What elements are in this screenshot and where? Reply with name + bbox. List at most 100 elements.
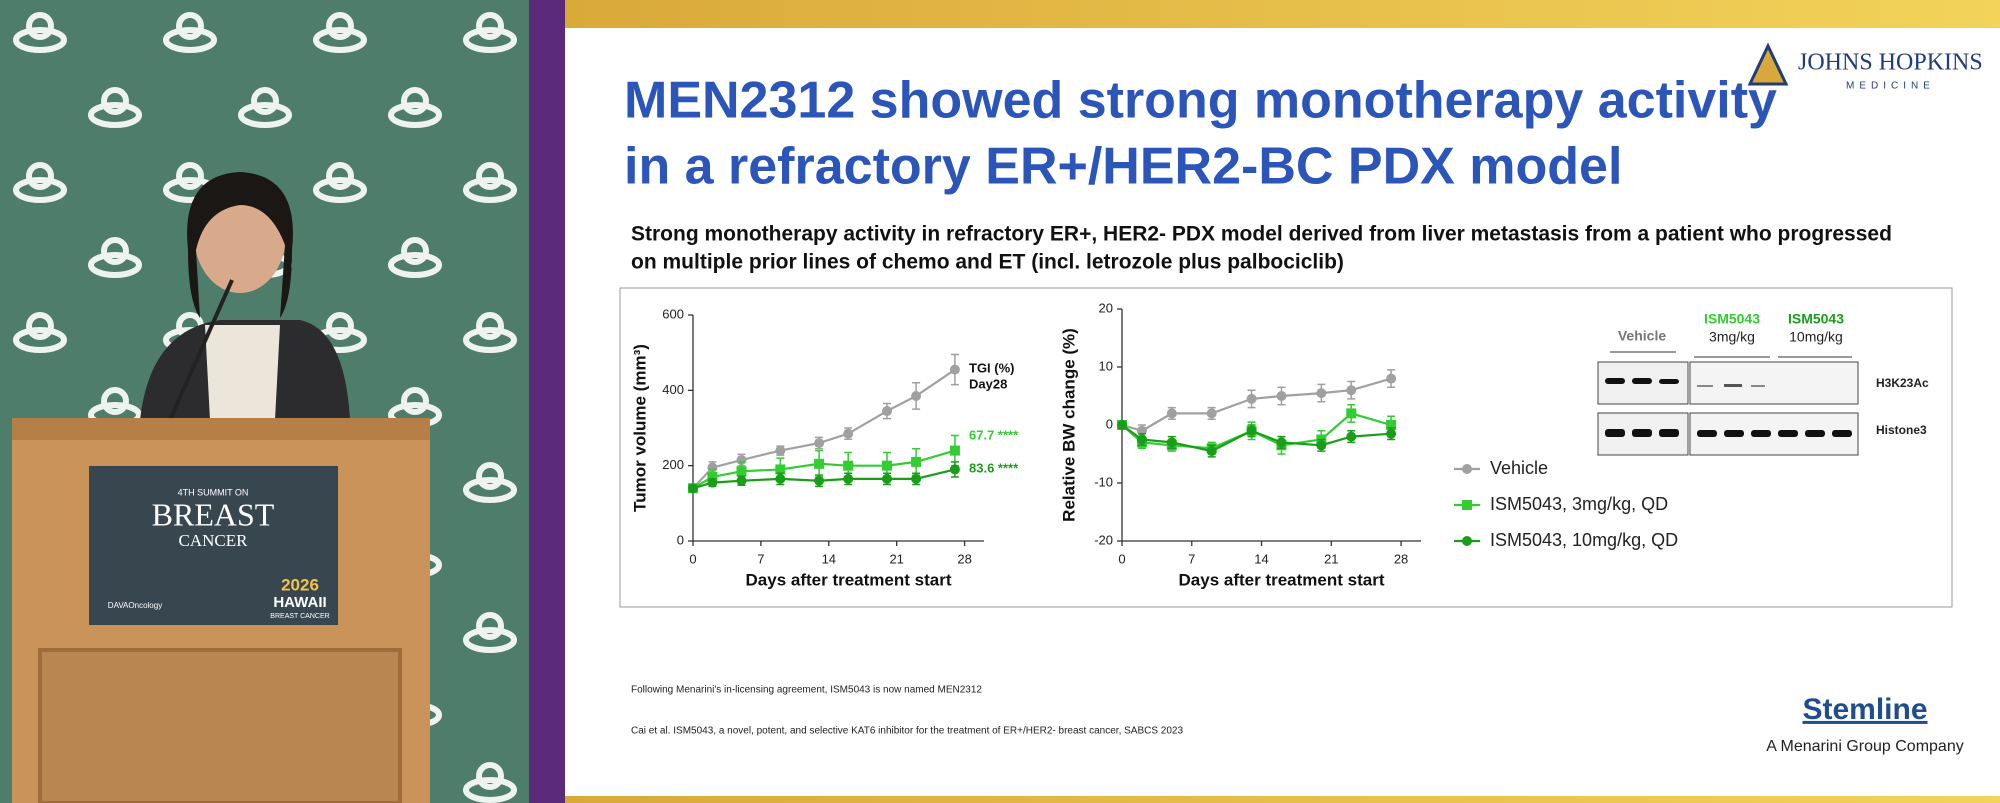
marker [1276,437,1287,448]
marker [775,464,786,475]
subtitle: on multiple prior lines of chemo and ET … [631,251,1344,274]
marker [1316,388,1327,399]
x-tick-label: 28 [957,551,971,566]
marker [911,456,922,467]
figure-frame [619,287,1953,608]
sign-line: 4TH SUMMIT ON [178,487,249,497]
sign-place-sub: BREAST CANCER [270,613,329,620]
annotation: Day28 [969,376,1007,391]
marker [1246,425,1257,436]
x-tick-label: 7 [1188,551,1195,566]
blot-group: ISM5043 [1704,311,1760,327]
slide-band [565,796,2000,803]
y-tick-label: 20 [1099,300,1113,315]
marker [1166,437,1177,448]
marker [707,477,718,488]
marker [911,473,922,484]
x-tick-label: 14 [1254,551,1268,566]
logo-sub: MEDICINE [1846,81,1935,92]
legend-label: ISM5043, 3mg/kg, QD [1490,494,1668,514]
title: in a refractory ER+/HER2-BC PDX model [624,138,1622,196]
sign-sponsor: DAVAOncology [108,601,162,610]
blot-row: Histone3 [1876,423,1927,437]
subtitle: Strong monotherapy activity in refractor… [631,223,1892,246]
sign-line: CANCER [179,531,249,550]
annotation: TGI (%) [969,360,1015,375]
marker [775,473,786,484]
marker [736,466,747,477]
x-tick-label: 14 [822,551,836,566]
marker [949,364,960,375]
y-tick-label: 10 [1099,358,1113,373]
footnote: Following Menarini's in-licensing agreem… [631,685,982,696]
title: MEN2312 showed strong monotherapy activi… [624,72,1777,130]
logo-shield [1747,42,1789,86]
sign-line: BREAST [152,496,275,532]
blot-group: Vehicle [1618,328,1666,344]
marker [1386,420,1397,430]
marker [911,390,922,401]
marker [1346,408,1357,419]
marker [1346,431,1357,442]
logo: JOHNS HOPKINS [1798,50,1983,76]
blot-dose: 3mg/kg [1709,329,1755,345]
y-tick-label: -10 [1094,474,1113,489]
marker [949,445,960,456]
x-axis-label: Days after treatment start [746,570,952,589]
y-axis-label: Tumor volume (mm³) [630,344,649,512]
y-axis-label: Relative BW change (%) [1059,328,1078,522]
slide-band [565,0,2000,28]
y-tick-label: 0 [1106,416,1113,431]
y-tick-label: 0 [677,532,684,547]
marker [1316,440,1327,451]
marker [1386,428,1397,439]
podium-sign: 4TH SUMMIT ON BREAST CANCER DAVAOncology… [108,487,330,619]
blot-dose: 10mg/kg [1789,329,1843,345]
marker [1206,446,1217,457]
marker [843,473,854,484]
marker [1346,385,1357,396]
x-tick-label: 7 [757,551,764,566]
footnote: Cai et al. ISM5043, a novel, potent, and… [631,726,1183,737]
x-tick-label: 21 [889,551,903,566]
marker [736,475,747,486]
marker [1136,434,1147,445]
marker [882,460,892,471]
legend-label: ISM5043, 10mg/kg, QD [1490,530,1678,550]
divider [529,0,565,803]
marker [814,475,825,486]
podium [12,418,430,803]
marker [814,458,825,469]
annotation: 83.6 **** [969,460,1019,475]
y-tick-label: 400 [662,382,684,397]
marker [1276,391,1287,401]
brand: Stemline [1802,693,1927,726]
blot-row: H3K23Ac [1876,376,1929,390]
legend-marker [1462,536,1472,546]
marker [1117,420,1127,430]
x-axis-label: Days after treatment start [1179,570,1385,589]
blot-group: ISM5043 [1788,311,1844,327]
blot [1597,351,1859,456]
x-tick-label: 0 [689,551,696,566]
legend-marker [1462,500,1472,510]
annotation: 67.7 **** [969,427,1019,442]
marker [882,406,892,417]
y-tick-label: -20 [1094,532,1113,547]
legend-marker [1462,464,1472,474]
marker [843,428,854,439]
marker [814,438,825,449]
speaker [140,172,350,421]
sign-place: HAWAII [273,594,326,611]
marker [1166,408,1177,419]
sign-year: 2026 [281,575,319,594]
x-tick-label: 21 [1324,551,1338,566]
marker [882,473,892,484]
marker [707,471,718,482]
marker [1246,393,1257,404]
marker [1206,408,1217,419]
x-tick-label: 0 [1118,551,1125,566]
x-tick-label: 28 [1394,551,1408,566]
marker [688,483,698,494]
